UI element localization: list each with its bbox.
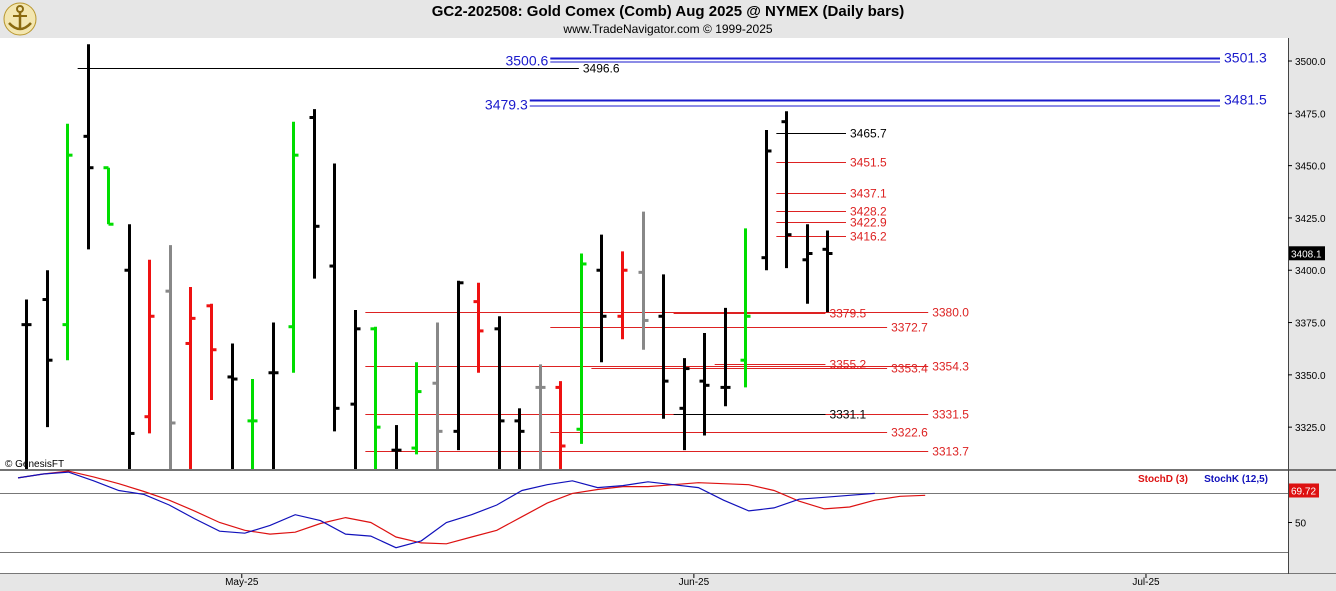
ohlc-bar: [720, 307, 731, 407]
level-label: 3437.1: [850, 187, 887, 201]
stochastic-lines: [17, 470, 926, 549]
level-label: 3372.7: [891, 321, 928, 335]
anchor-logo-icon: [3, 2, 37, 36]
last-price-label: 3408.1: [1291, 249, 1322, 260]
level-label: 3313.7: [932, 445, 969, 459]
ohlc-bar: [658, 274, 669, 419]
stochastic-reference-lines: [0, 493, 1288, 553]
ohlc-bar: [247, 379, 258, 469]
ohlc-bar: [453, 280, 464, 451]
price-axis: 3500.0 3475.0 3450.0 3425.0 3400.0 3375.0 3350…: [1288, 57, 1326, 434]
ohlc-bar: [350, 309, 361, 469]
stoch-tick-label: 50: [1295, 519, 1307, 530]
level-label: 3322.6: [891, 426, 928, 440]
ohlc-bar: [494, 316, 505, 469]
stoch-last-value: 69.72: [1291, 486, 1316, 497]
price-tick-label: 3350.0: [1295, 371, 1326, 382]
ohlc-bar: [802, 224, 813, 304]
date-tick-label: Jun-25: [679, 577, 710, 588]
level-label: 3422.9: [850, 216, 887, 230]
ohlc-bar: [206, 303, 217, 400]
ohlc-bar: [617, 251, 628, 340]
ohlc-bar: [699, 333, 710, 436]
ohlc-bar: [514, 408, 525, 469]
ohlc-bar: [432, 322, 443, 469]
stoch-series-line: [17, 470, 926, 545]
ohlc-bar: [42, 270, 53, 428]
title-bar: GC2-202508: Gold Comex (Comb) Aug 2025 @…: [0, 0, 1336, 38]
ohlc-bar: [144, 259, 155, 434]
date-tick-label: May-25: [225, 577, 259, 588]
level-label: 3479.3: [485, 97, 528, 113]
price-tick-label: 3500.0: [1295, 57, 1326, 68]
genesis-watermark: © GenesisFT: [5, 459, 64, 470]
level-label: 3496.6: [583, 62, 620, 76]
ohlc-bar: [740, 228, 751, 388]
price-tick-label: 3450.0: [1295, 162, 1326, 173]
ohlc-bar: [596, 234, 607, 363]
date-axis-labels: May-25 Jun-25 Jul-25: [225, 574, 1160, 588]
level-label: 3354.3: [932, 360, 969, 374]
ohlc-bar: [535, 364, 546, 469]
ohlc-bar: [165, 245, 176, 469]
level-label: 3465.7: [850, 127, 887, 141]
ohlc-bar: [83, 44, 94, 250]
last-price-box: [1289, 246, 1325, 261]
date-tick-label: Jul-25: [1132, 577, 1160, 588]
stochastic-axis: 50 69.72: [1288, 483, 1319, 530]
stoch-last-value-box: [1289, 483, 1319, 498]
ohlc-bar: [555, 381, 566, 469]
price-tick-label: 3425.0: [1295, 214, 1326, 225]
level-label: 3451.5: [850, 156, 887, 170]
level-label: 3331.1: [829, 408, 866, 422]
level-label: 3428.2: [850, 205, 887, 219]
price-tick-label: 3325.0: [1295, 423, 1326, 434]
level-label: 3379.5: [829, 307, 866, 321]
ohlc-bar: [391, 425, 402, 469]
price-bars: [21, 44, 833, 469]
ohlc-bar: [411, 362, 422, 455]
date-axis: [0, 574, 1336, 591]
chart-subtitle: www.TradeNavigator.com © 1999-2025: [563, 22, 773, 36]
ohlc-bar: [473, 282, 484, 373]
price-tick-label: 3400.0: [1295, 266, 1326, 277]
ohlc-bar: [781, 111, 792, 269]
stochastic-panel: [0, 471, 1288, 574]
chart-title: GC2-202508: Gold Comex (Comb) Aug 2025 @…: [431, 3, 905, 20]
ohlc-bar: [576, 253, 587, 444]
ohlc-bar: [227, 343, 238, 469]
ohlc-bar: [62, 123, 73, 361]
ohlc-bar: [309, 109, 320, 279]
stoch-series-line: [17, 471, 875, 549]
ohlc-bar: [288, 121, 299, 373]
level-label: 3481.5: [1224, 92, 1267, 108]
ohlc-bar: [329, 163, 340, 432]
level-label: 3355.2: [829, 358, 866, 372]
level-label: 3380.0: [932, 306, 969, 320]
ohlc-bar: [822, 230, 833, 313]
price-tick-label: 3475.0: [1295, 109, 1326, 120]
level-label: 3353.4: [891, 362, 928, 376]
price-tick-label: 3375.0: [1295, 319, 1326, 330]
stochd-legend: StochD (3): [1138, 474, 1188, 485]
level-label: 3500.6: [505, 53, 548, 69]
ohlc-bar: [370, 326, 381, 469]
level-label: 3331.5: [932, 408, 969, 422]
stochk-legend: StochK (12,5): [1204, 474, 1268, 485]
level-lines: 3501.3 3500.6 3496.6 3481.5 3479.3 3465.7 3451…: [77, 50, 1267, 459]
ohlc-bar: [268, 322, 279, 469]
ohlc-bar: [124, 224, 135, 469]
ohlc-bar: [679, 358, 690, 451]
ohlc-bar: [638, 211, 649, 350]
level-label: 3501.3: [1224, 50, 1267, 66]
ohlc-bar: [103, 166, 114, 226]
ohlc-bar: [21, 299, 32, 469]
ohlc-bar: [761, 130, 772, 271]
level-label: 3416.2: [850, 230, 887, 244]
ohlc-bar: [185, 286, 196, 469]
